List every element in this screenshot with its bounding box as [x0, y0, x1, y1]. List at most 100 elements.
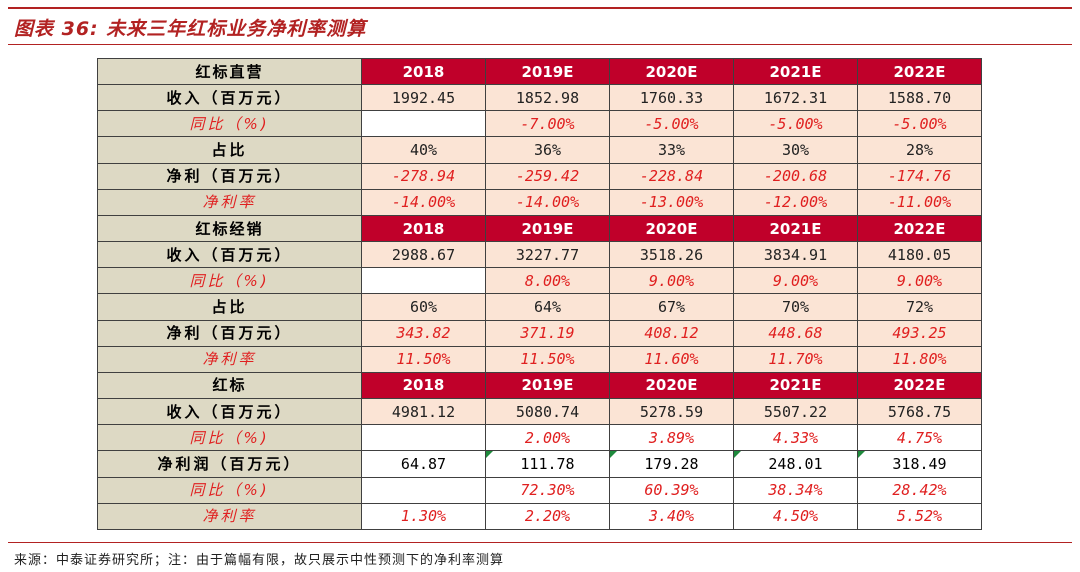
table-row: 净利润（百万元） 64.87 111.78 179.28 248.01 318.… [97, 450, 982, 478]
row-label: 净利（百万元） [97, 319, 362, 347]
year-header: 2020E [609, 371, 734, 400]
table-cell: -12.00% [733, 188, 858, 216]
title-rule [8, 44, 1072, 45]
table-cell: 179.28 [609, 450, 734, 478]
table-row: 净利率 -14.00% -14.00% -13.00% -12.00% -11.… [97, 188, 982, 216]
section-header-row: 红标直营 2018 2019E 2020E 2021E 2022E [97, 57, 982, 86]
table-cell: 38.34% [733, 476, 858, 504]
net-margin-table: 红标直营 2018 2019E 2020E 2021E 2022E 收入（百万元… [97, 57, 982, 531]
table-cell: 11.50% [485, 345, 610, 373]
top-rule [8, 7, 1072, 9]
table-cell: 4981.12 [361, 398, 486, 426]
row-label: 收入（百万元） [97, 241, 362, 269]
table-cell: 5080.74 [485, 398, 610, 426]
table-cell: 5507.22 [733, 398, 858, 426]
table-cell: -228.84 [609, 162, 734, 190]
table-cell: 1992.45 [361, 84, 486, 112]
year-header: 2021E [733, 57, 858, 86]
table-cell: -7.00% [485, 110, 610, 138]
year-header: 2019E [485, 371, 610, 400]
table-cell: 33% [609, 136, 734, 164]
row-label: 占比 [97, 293, 362, 321]
section-title: 红标直营 [97, 57, 362, 86]
table-cell: 11.80% [857, 345, 982, 373]
table-cell: -13.00% [609, 188, 734, 216]
table-row: 净利（百万元） 343.82 371.19 408.12 448.68 493.… [97, 319, 982, 347]
table-cell: 5768.75 [857, 398, 982, 426]
table-cell: 3.40% [609, 502, 734, 531]
table-cell: 40% [361, 136, 486, 164]
table-cell: 3518.26 [609, 241, 734, 269]
table-cell: 5.52% [857, 502, 982, 531]
table-cell: 4.75% [857, 424, 982, 452]
row-label: 净利率 [97, 188, 362, 216]
table-cell: 64.87 [361, 450, 486, 478]
table-cell: 1.30% [361, 502, 486, 531]
table-cell: 3834.91 [733, 241, 858, 269]
table-cell: 3227.77 [485, 241, 610, 269]
year-header: 2021E [733, 371, 858, 400]
table-cell [361, 267, 486, 295]
row-label: 净利率 [97, 502, 362, 531]
table-cell [361, 476, 486, 504]
row-label: 净利率 [97, 345, 362, 373]
row-label: 同比（%) [97, 110, 362, 138]
table-cell: 1852.98 [485, 84, 610, 112]
table-row: 净利（百万元） -278.94 -259.42 -228.84 -200.68 … [97, 162, 982, 190]
row-label: 占比 [97, 136, 362, 164]
table-cell: -278.94 [361, 162, 486, 190]
table-cell: -14.00% [485, 188, 610, 216]
row-label: 同比（%) [97, 476, 362, 504]
year-header: 2022E [857, 214, 982, 243]
table-cell: -11.00% [857, 188, 982, 216]
table-cell: 8.00% [485, 267, 610, 295]
table-cell: 64% [485, 293, 610, 321]
table-row: 净利率 1.30% 2.20% 3.40% 4.50% 5.52% [97, 502, 982, 531]
table-cell: 11.70% [733, 345, 858, 373]
year-header: 2020E [609, 57, 734, 86]
table-cell: 493.25 [857, 319, 982, 347]
table-cell: -5.00% [733, 110, 858, 138]
table-row: 收入（百万元） 1992.45 1852.98 1760.33 1672.31 … [97, 84, 982, 112]
table-row: 净利率 11.50% 11.50% 11.60% 11.70% 11.80% [97, 345, 982, 373]
table-cell: 408.12 [609, 319, 734, 347]
table-cell: 60% [361, 293, 486, 321]
table-cell: 72% [857, 293, 982, 321]
table-cell: 9.00% [733, 267, 858, 295]
section-title: 红标 [97, 371, 362, 400]
table-cell: 111.78 [485, 450, 610, 478]
table-row: 同比（%) 8.00% 9.00% 9.00% 9.00% [97, 267, 982, 295]
section-title: 红标经销 [97, 214, 362, 243]
table-cell: -5.00% [857, 110, 982, 138]
table-cell: 4.33% [733, 424, 858, 452]
table-row: 占比 40% 36% 33% 30% 28% [97, 136, 982, 164]
table-cell [361, 110, 486, 138]
table-row: 收入（百万元） 4981.12 5080.74 5278.59 5507.22 … [97, 398, 982, 426]
table-row: 同比（%) -7.00% -5.00% -5.00% -5.00% [97, 110, 982, 138]
table-cell: 2.20% [485, 502, 610, 531]
row-label: 收入（百万元） [97, 84, 362, 112]
table-cell: 30% [733, 136, 858, 164]
table-cell: 1672.31 [733, 84, 858, 112]
table-cell [361, 424, 486, 452]
table-cell: 1760.33 [609, 84, 734, 112]
figure-title: 图表 36: 未来三年红标业务净利率测算 [14, 18, 367, 40]
year-header: 2018 [361, 371, 486, 400]
table-cell: -5.00% [609, 110, 734, 138]
row-label: 同比（%) [97, 267, 362, 295]
table-cell: 343.82 [361, 319, 486, 347]
section-header-row: 红标 2018 2019E 2020E 2021E 2022E [97, 371, 982, 400]
table-cell: 1588.70 [857, 84, 982, 112]
table-cell: 9.00% [609, 267, 734, 295]
table-row: 占比 60% 64% 67% 70% 72% [97, 293, 982, 321]
year-header: 2018 [361, 57, 486, 86]
table-cell: 448.68 [733, 319, 858, 347]
table-row: 同比（%) 72.30% 60.39% 38.34% 28.42% [97, 476, 982, 504]
table-cell: 36% [485, 136, 610, 164]
table-cell: 5278.59 [609, 398, 734, 426]
table-row: 同比（%) 2.00% 3.89% 4.33% 4.75% [97, 424, 982, 452]
table-cell: -14.00% [361, 188, 486, 216]
source-note: 来源：中泰证券研究所；注：由于篇幅有限，故只展示中性预测下的净利率测算 [14, 553, 505, 568]
row-label: 收入（百万元） [97, 398, 362, 426]
year-header: 2018 [361, 214, 486, 243]
